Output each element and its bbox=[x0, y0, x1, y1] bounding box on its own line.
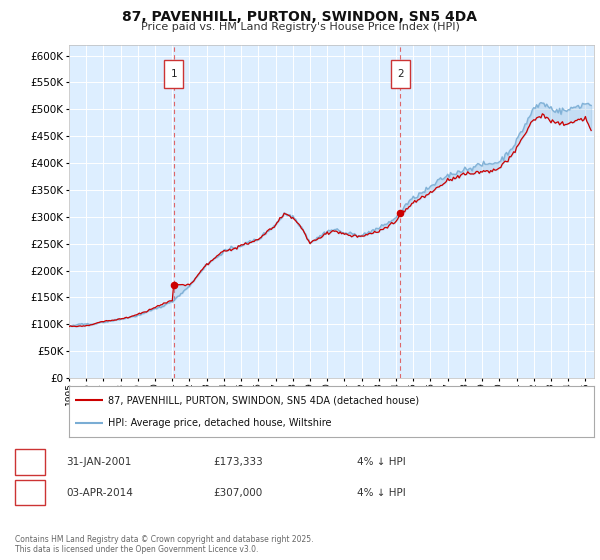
Text: 4% ↓ HPI: 4% ↓ HPI bbox=[357, 488, 406, 498]
Text: 87, PAVENHILL, PURTON, SWINDON, SN5 4DA (detached house): 87, PAVENHILL, PURTON, SWINDON, SN5 4DA … bbox=[109, 395, 419, 405]
Text: 03-APR-2014: 03-APR-2014 bbox=[66, 488, 133, 498]
Text: 87, PAVENHILL, PURTON, SWINDON, SN5 4DA: 87, PAVENHILL, PURTON, SWINDON, SN5 4DA bbox=[122, 10, 478, 24]
Text: 1: 1 bbox=[170, 69, 177, 79]
Text: £173,333: £173,333 bbox=[213, 457, 263, 467]
Point bbox=[169, 281, 178, 290]
Text: 1: 1 bbox=[26, 457, 34, 467]
FancyBboxPatch shape bbox=[391, 60, 410, 88]
Text: £307,000: £307,000 bbox=[213, 488, 262, 498]
Text: 31-JAN-2001: 31-JAN-2001 bbox=[66, 457, 131, 467]
Text: Price paid vs. HM Land Registry's House Price Index (HPI): Price paid vs. HM Land Registry's House … bbox=[140, 22, 460, 32]
Text: Contains HM Land Registry data © Crown copyright and database right 2025.
This d: Contains HM Land Registry data © Crown c… bbox=[15, 535, 314, 554]
Text: 4% ↓ HPI: 4% ↓ HPI bbox=[357, 457, 406, 467]
Point bbox=[395, 208, 405, 217]
FancyBboxPatch shape bbox=[164, 60, 183, 88]
Text: 2: 2 bbox=[26, 488, 34, 498]
Text: 2: 2 bbox=[397, 69, 404, 79]
Text: HPI: Average price, detached house, Wiltshire: HPI: Average price, detached house, Wilt… bbox=[109, 418, 332, 428]
